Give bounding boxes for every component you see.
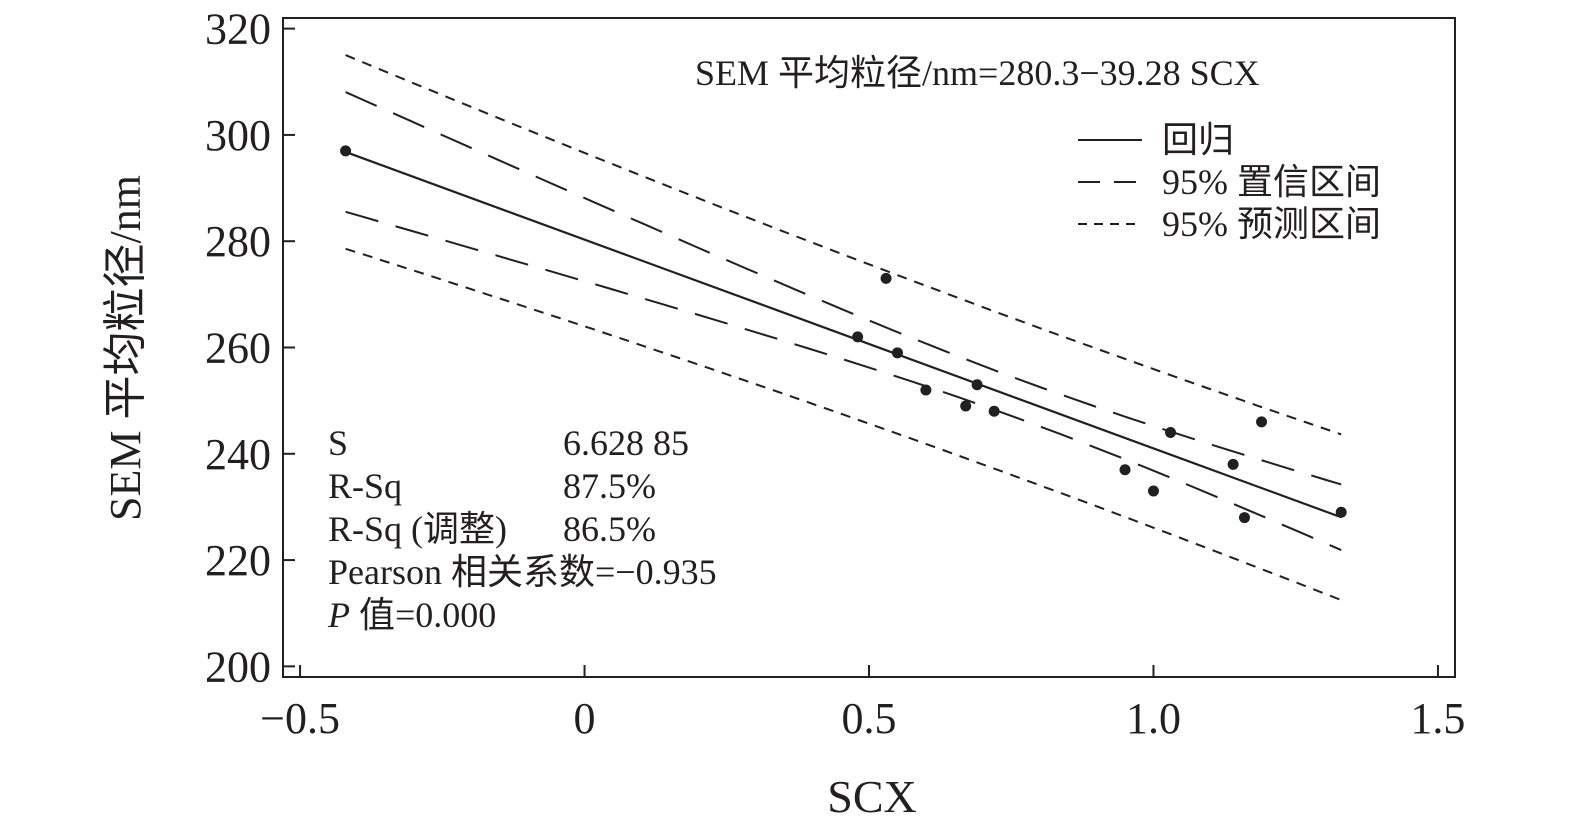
data-point <box>340 145 352 157</box>
legend-label: 95% 置信区间 <box>1162 162 1381 202</box>
legend-label: 95% 预测区间 <box>1162 204 1381 244</box>
data-point <box>1335 506 1347 518</box>
legend-label: 回归 <box>1162 120 1234 160</box>
p-value: P 值=0.000 <box>327 595 496 635</box>
stats-block: S 6.628 85 R-Sq 87.5% R-Sq (调整) 86.5% Pe… <box>327 423 717 635</box>
data-point <box>1238 512 1250 524</box>
stat-value: 87.5% <box>563 466 656 506</box>
confidence-lower <box>345 210 1342 552</box>
data-point <box>988 405 1000 417</box>
x-tick-label: 1.0 <box>1126 694 1181 743</box>
stat-value: 6.628 85 <box>563 423 689 463</box>
axes: −0.5 0 0.5 1.0 1.5 200 220 240 260 280 300 320 <box>205 5 1465 743</box>
data-point <box>1119 464 1131 476</box>
y-tick-label: 260 <box>205 324 271 373</box>
data-point <box>1256 416 1268 428</box>
data-point <box>880 272 892 284</box>
x-tick-label: 0.5 <box>842 694 897 743</box>
regression-equation: SEM 平均粒径/nm=280.3−39.28 SCX <box>695 53 1260 93</box>
p-symbol: P <box>327 595 350 635</box>
x-tick-label: 1.5 <box>1410 694 1465 743</box>
x-tick-label: −0.5 <box>260 694 340 743</box>
data-point <box>852 331 864 343</box>
y-tick-label: 280 <box>205 217 271 266</box>
data-points <box>340 145 1347 524</box>
data-point <box>1147 485 1159 497</box>
y-tick-label: 220 <box>205 536 271 585</box>
y-tick-label: 200 <box>205 642 271 691</box>
y-tick-label: 240 <box>205 430 271 479</box>
stat-label: Pearson 相关系数=−0.935 <box>328 552 717 592</box>
prediction-lower <box>345 247 1342 602</box>
prediction-upper <box>345 54 1342 436</box>
data-point <box>920 384 932 396</box>
data-point <box>960 400 972 412</box>
legend: 回归 95% 置信区间 95% 预测区间 <box>1078 120 1381 244</box>
x-tick-label: 0 <box>574 694 596 743</box>
y-tick-label: 320 <box>205 5 271 54</box>
y-tick-label: 300 <box>205 111 271 160</box>
stat-label: R-Sq (调整) <box>328 509 507 549</box>
data-point <box>891 347 903 359</box>
regression-line <box>345 150 1342 519</box>
stat-label: R-Sq <box>328 466 402 506</box>
p-text: 值=0.000 <box>350 595 496 635</box>
x-axis-label: SCX <box>827 771 916 822</box>
stat-value: 86.5% <box>563 509 656 549</box>
data-point <box>1165 427 1177 439</box>
stat-label: S <box>328 423 348 463</box>
data-point <box>1227 458 1239 470</box>
data-point <box>971 379 983 391</box>
y-axis-label: SEM 平均粒径/nm <box>101 175 150 521</box>
